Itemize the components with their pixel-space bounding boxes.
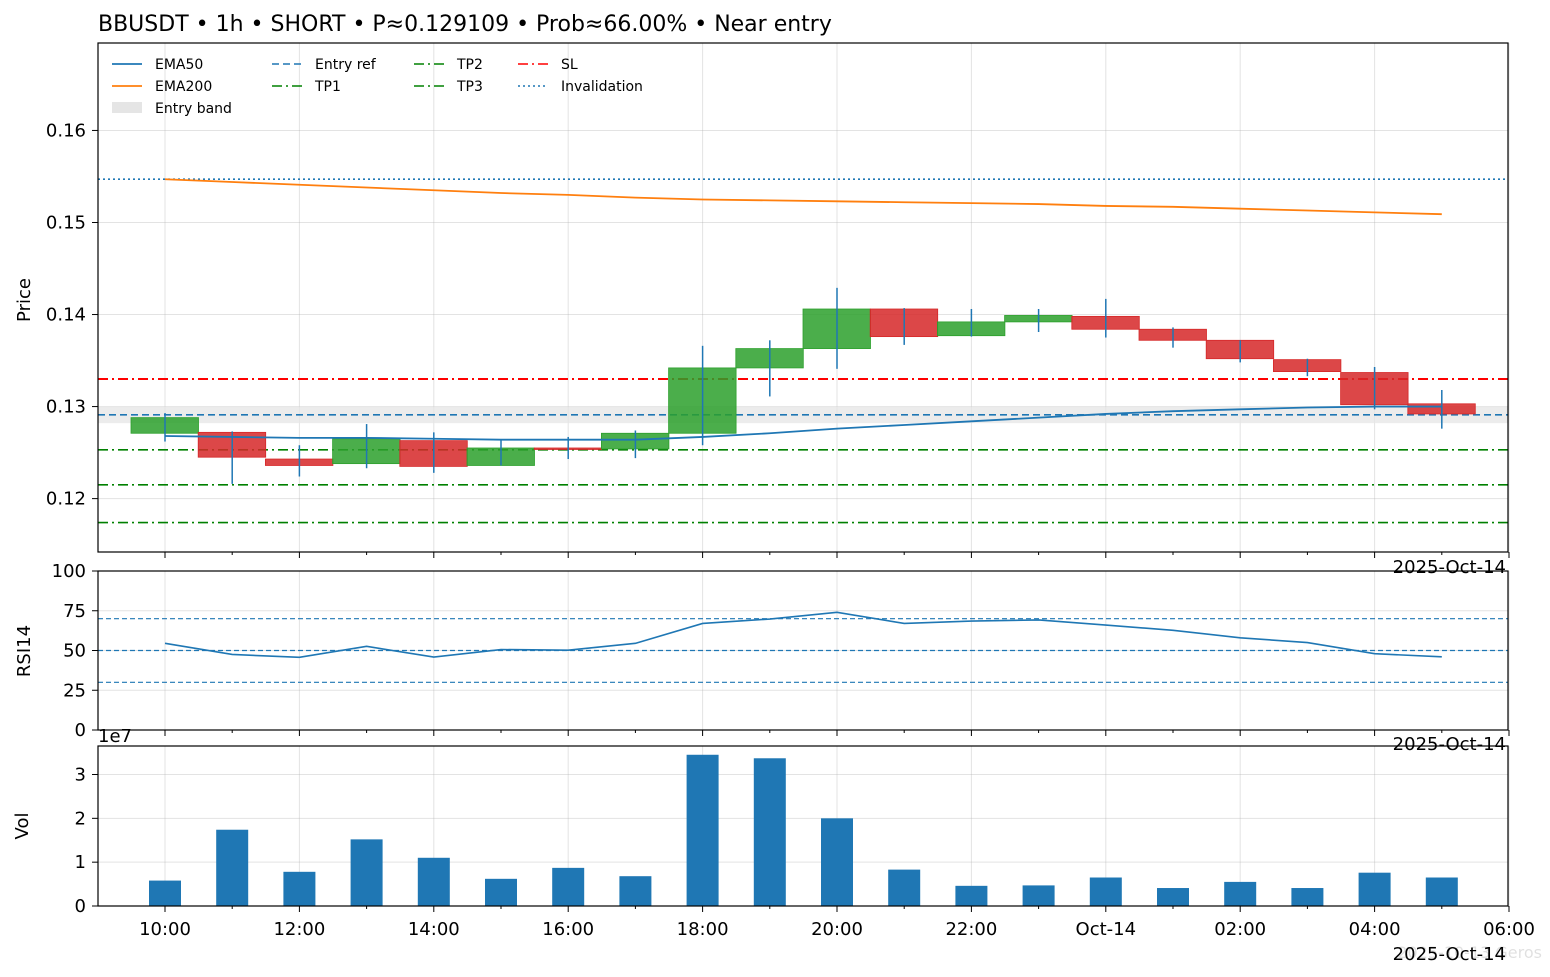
y-tick-label: 0.12 [46, 489, 86, 510]
rsi-offset-label: 2025-Oct-14 [1393, 734, 1506, 755]
volume-bar [1291, 888, 1324, 906]
rsi14-line [164, 611, 1442, 659]
x-tick-label: 20:00 [811, 919, 863, 940]
ema50-line [164, 405, 1442, 441]
y-tick-label: 50 [63, 641, 86, 662]
volume-bar [283, 871, 316, 906]
volume-bar [149, 880, 181, 906]
volume-bar [216, 829, 249, 906]
price-y-axis: 0.12 0.13 0.14 0.15 0.16 [46, 120, 98, 510]
ema200-line [164, 178, 1442, 216]
y-tick-label: 0.13 [46, 397, 86, 418]
x-tick-label: 02:00 [1214, 919, 1266, 940]
legend-label: TP1 [314, 79, 341, 95]
ema-lines [164, 178, 1442, 441]
volume-bar [417, 857, 450, 906]
price-grid [98, 43, 1510, 552]
x-tick-label: Oct-14 [1076, 919, 1137, 940]
volume-bar [1089, 877, 1122, 906]
rsi-y-axis: 0 25 50 75 100 [52, 561, 98, 741]
y-tick-label: 0 [75, 720, 86, 741]
volume-bar [821, 818, 853, 906]
y-tick-label: 2 [75, 808, 86, 829]
volume-bar [1022, 885, 1055, 906]
volume-bar [1425, 877, 1458, 906]
volume-bar [753, 758, 786, 906]
rsi-reference-lines [98, 618, 1508, 683]
volume-panel-frame [97, 745, 1509, 907]
legend-label: Entry ref [315, 57, 377, 73]
legend-label: EMA50 [155, 57, 203, 73]
volume-bar [1224, 881, 1257, 906]
price-legend: EMA50 EMA200 Entry band Entry ref TP1 TP2 TP3 S… [112, 57, 643, 117]
legend-label: Invalidation [561, 79, 643, 95]
price-levels [98, 178, 1508, 524]
volume-bar [888, 869, 921, 906]
volume-bar [619, 876, 652, 906]
legend-label: TP2 [456, 57, 483, 73]
legend-label: SL [561, 57, 578, 73]
price-panel-frame [97, 42, 1509, 553]
y-tick-label: 0 [75, 896, 86, 917]
y-tick-label: 75 [63, 601, 86, 622]
candlesticks [130, 287, 1476, 484]
volume-bar [350, 839, 383, 906]
rsi-axis-title: RSI14 [14, 625, 35, 677]
price-offset-label: 2025-Oct-14 [1393, 557, 1506, 578]
volume-bar [485, 878, 517, 906]
x-tick-label: 14:00 [408, 919, 460, 940]
volume-bar [1358, 872, 1391, 906]
y-tick-label: 100 [52, 561, 86, 582]
y-tick-label: 3 [75, 764, 86, 785]
volume-offset-text: 1e7 [98, 726, 132, 747]
y-tick-label: 0.15 [46, 212, 86, 233]
x-tick-label: 22:00 [945, 919, 997, 940]
legend-swatch-entry-band [112, 102, 142, 113]
time-x-axis: 10:00 12:00 14:00 16:00 18:00 20:00 22:00 Oct-1… [139, 552, 1535, 940]
x-tick-label: 04:00 [1349, 919, 1401, 940]
legend-label: TP3 [456, 79, 483, 95]
y-tick-label: 1 [75, 852, 86, 873]
volume-bar [955, 885, 988, 906]
watermark: 2025-10-13 Geros [1397, 943, 1542, 962]
x-tick-label: 06:00 [1483, 919, 1535, 940]
volume-bar [552, 867, 585, 906]
y-tick-label: 25 [63, 680, 86, 701]
volume-bar [686, 754, 719, 906]
x-tick-label: 12:00 [273, 919, 325, 940]
volume-y-axis: 0 1 2 3 [75, 764, 98, 917]
y-tick-label: 0.14 [46, 305, 86, 326]
volume-bars [149, 754, 1458, 906]
legend-label: Entry band [155, 101, 232, 117]
chart-title: BBUSDT • 1h • SHORT • P≈0.129109 • Prob≈… [98, 12, 832, 37]
price-axis-title: Price [14, 278, 35, 322]
legend-label: EMA200 [155, 79, 212, 95]
y-tick-label: 0.16 [46, 120, 86, 141]
x-tick-label: 10:00 [139, 919, 191, 940]
x-tick-label: 16:00 [542, 919, 594, 940]
x-tick-label: 18:00 [677, 919, 729, 940]
rsi-line [164, 611, 1442, 659]
volume-axis-title: Vol [12, 813, 33, 840]
xaxis-offset-label: 2025-Oct-14 [1393, 944, 1506, 965]
volume-bar [1157, 888, 1189, 906]
